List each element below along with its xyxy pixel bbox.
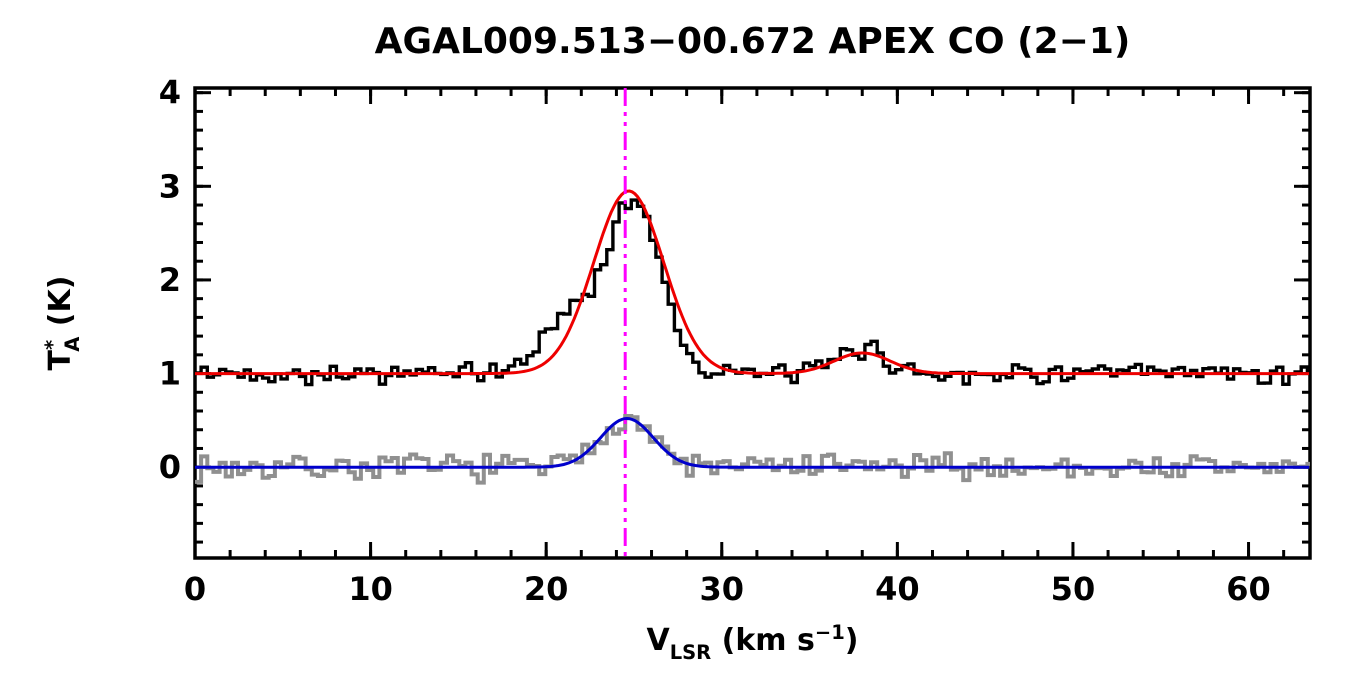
axis-ticks bbox=[193, 88, 1310, 558]
x-tick-label: 0 bbox=[184, 570, 206, 608]
x-tick-label: 50 bbox=[1051, 570, 1096, 608]
axis-tick-labels: 0 10 20 30 40 50 60 0 1 2 3 4 bbox=[159, 74, 1271, 608]
y-tick-label: 0 bbox=[159, 448, 181, 486]
offset-gaussian-fit-line bbox=[195, 416, 1310, 469]
co-gaussian-fit-line bbox=[195, 189, 1310, 376]
offset-isotopologue-spectrum-line bbox=[195, 414, 1310, 485]
y-tick-label: 4 bbox=[159, 74, 181, 112]
x-tick-label: 60 bbox=[1226, 570, 1271, 608]
x-tick-label: 30 bbox=[700, 570, 745, 608]
y-tick-label: 3 bbox=[159, 167, 181, 205]
x-axis-label: VLSR (km s−1) bbox=[646, 621, 858, 664]
x-tick-label: 40 bbox=[875, 570, 920, 608]
y-tick-label: 1 bbox=[159, 355, 181, 393]
plot-frame bbox=[193, 86, 1312, 560]
observed-co-spectrum-line bbox=[195, 198, 1310, 387]
data-layer bbox=[195, 88, 1310, 558]
y-tick-label: 2 bbox=[159, 261, 181, 299]
y-axis-label: T*A (K) bbox=[41, 276, 84, 371]
x-tick-label: 10 bbox=[348, 570, 393, 608]
chart-title: AGAL009.513−00.672 APEX CO (2−1) bbox=[375, 21, 1131, 62]
x-tick-label: 20 bbox=[524, 570, 569, 608]
